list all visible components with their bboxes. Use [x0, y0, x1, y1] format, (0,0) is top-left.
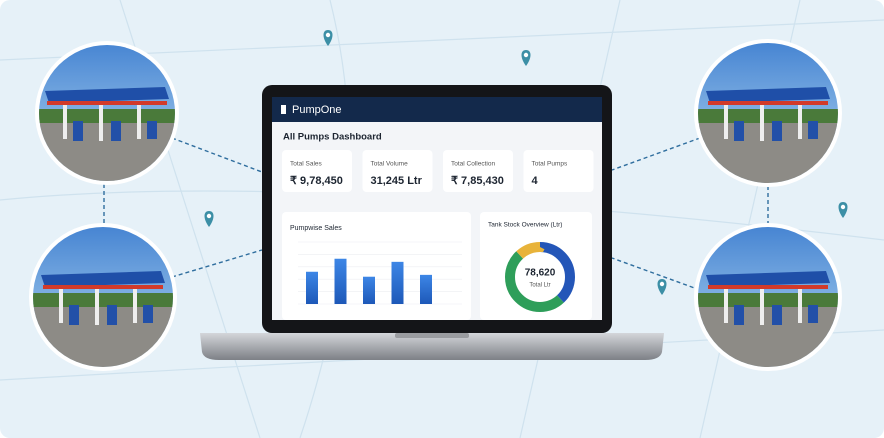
bar: [334, 258, 347, 304]
card-label: Total Sales: [290, 161, 323, 168]
card-value: ₹ 9,78,450: [290, 175, 343, 187]
card-value: 4: [532, 175, 539, 187]
panel-title: Tank Stock Overview (Ltr): [488, 222, 562, 229]
bar: [391, 261, 404, 304]
donut-segment: [505, 242, 575, 312]
donut-chart: [505, 242, 575, 312]
tank-unit: Total Ltr: [529, 283, 550, 289]
card-value: ₹ 7,85,430: [451, 175, 504, 187]
bar: [363, 276, 375, 304]
card: [523, 150, 594, 192]
bar-chart: [298, 241, 462, 305]
station-photos: [29, 39, 842, 371]
card-label: Total Collection: [451, 161, 495, 168]
bar: [420, 274, 432, 304]
card-label: Total Volume: [371, 161, 409, 168]
donut-segment: [505, 242, 575, 312]
brand-logo: [281, 105, 286, 114]
bar: [306, 271, 318, 304]
tank-total: 78,620: [525, 268, 556, 279]
brand: PumpOne: [292, 104, 342, 116]
panel-title: Pumpwise Sales: [290, 225, 342, 232]
card-label: Total Pumps: [532, 161, 569, 168]
cards: Total Sales ₹ 9,78,450 Total Volume 31,245 …: [282, 150, 594, 192]
dashboard-title: All Pumps Dashboard: [283, 132, 382, 143]
card: [362, 150, 433, 192]
card: [443, 150, 513, 192]
card: [282, 150, 352, 192]
connectors: [103, 137, 769, 291]
card-value: 31,245 Ltr: [371, 175, 423, 187]
